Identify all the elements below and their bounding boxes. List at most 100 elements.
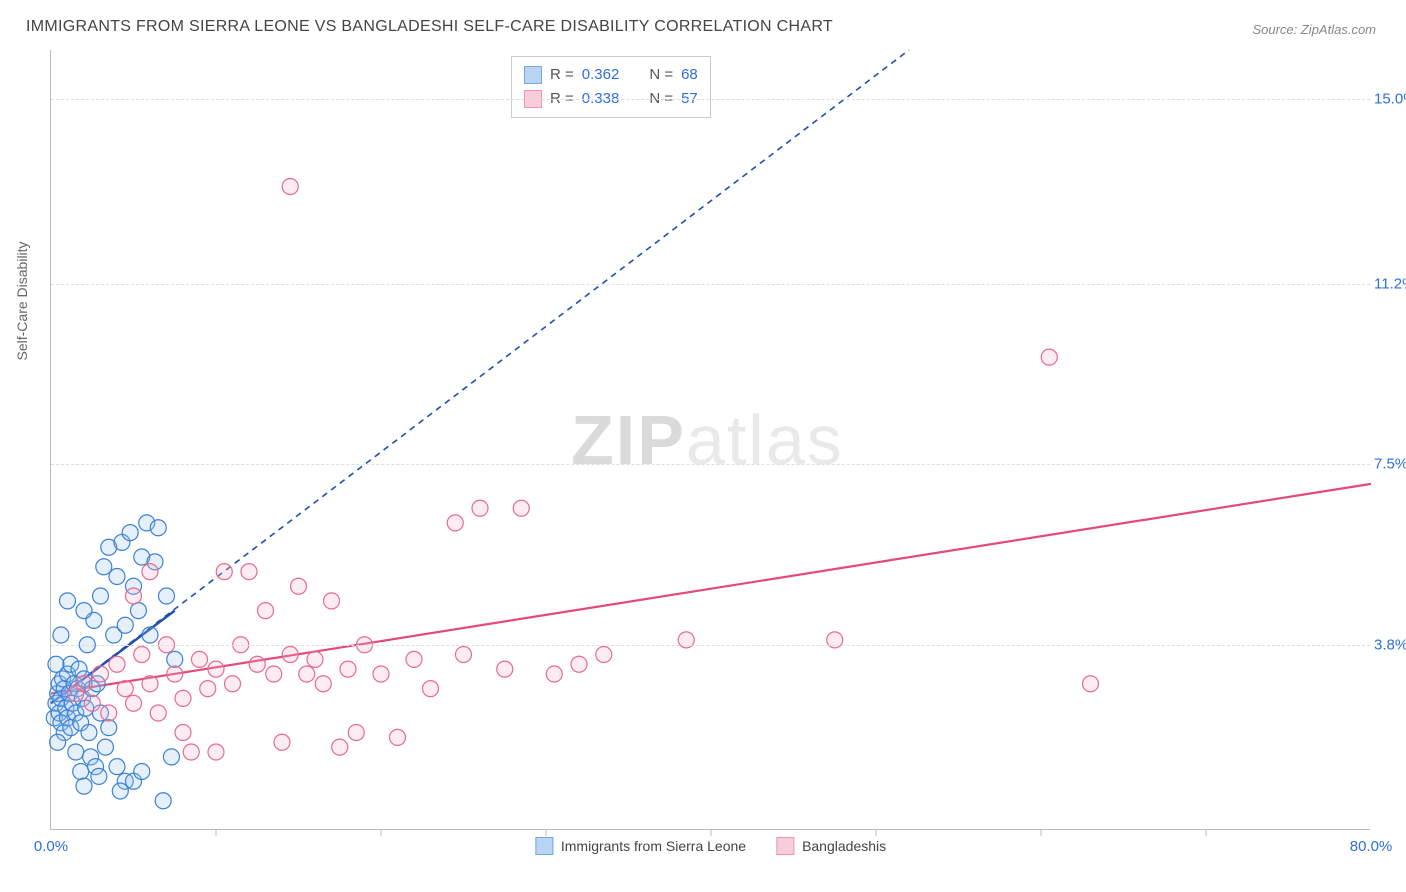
data-point [81,725,97,741]
legend-swatch [535,837,553,855]
data-point [249,656,265,672]
data-point [282,647,298,663]
data-point [84,695,100,711]
legend-series-name: Immigrants from Sierra Leone [561,838,746,854]
data-point [1083,676,1099,692]
data-point [101,720,117,736]
legend-series-name: Bangladeshis [802,838,886,854]
data-point [76,603,92,619]
data-point [447,515,463,531]
data-point [406,651,422,667]
data-point [332,739,348,755]
legend-item: Bangladeshis [776,837,886,855]
data-point [142,564,158,580]
legend-series: Immigrants from Sierra Leone Bangladeshis [535,837,886,855]
data-point [150,705,166,721]
data-point [200,681,216,697]
data-point [497,661,513,677]
data-point [423,681,439,697]
data-point [274,734,290,750]
data-point [340,661,356,677]
data-point [53,627,69,643]
data-point [373,666,389,682]
data-point [97,739,113,755]
legend-r-value: 0.362 [582,63,620,87]
legend-r-label: R = [550,63,574,87]
data-point [299,666,315,682]
x-tick-label: 80.0% [1350,838,1393,855]
data-point [241,564,257,580]
data-point [117,617,133,633]
legend-swatch [524,66,542,84]
gridline-h [51,99,1370,100]
data-point [142,676,158,692]
x-tick-label: 0.0% [34,838,68,855]
data-point [68,744,84,760]
data-point [130,603,146,619]
data-point [167,666,183,682]
data-point [225,676,241,692]
legend-n-value: 68 [681,63,698,87]
chart-title: IMMIGRANTS FROM SIERRA LEONE VS BANGLADE… [26,18,833,36]
data-point [167,651,183,667]
data-point [109,759,125,775]
data-point [513,500,529,516]
data-point [291,578,307,594]
data-point [48,656,64,672]
plot-area: ZIPatlas R = 0.362N = 68R = 0.338N = 57 … [50,50,1370,830]
data-point [208,744,224,760]
data-point [192,651,208,667]
gridline-h [51,284,1370,285]
data-point [76,676,92,692]
data-point [159,588,175,604]
data-point [93,666,109,682]
data-point [150,520,166,536]
data-point [112,783,128,799]
data-point [315,676,331,692]
data-point [117,681,133,697]
data-point [142,627,158,643]
legend-swatch [776,837,794,855]
source-attribution: Source: ZipAtlas.com [1252,22,1376,37]
legend-row: R = 0.362 N = 68 [524,63,698,87]
data-point [109,656,125,672]
data-point [307,651,323,667]
data-point [76,778,92,794]
data-point [109,569,125,585]
data-point [91,768,107,784]
regression-line-dashed [51,50,909,703]
data-point [134,647,150,663]
gridline-h [51,464,1370,465]
data-point [324,593,340,609]
y-tick-label: 3.8% [1374,636,1406,653]
data-point [258,603,274,619]
y-axis-title: Self-Care Disability [14,241,30,360]
y-tick-label: 15.0% [1374,90,1406,107]
data-point [175,725,191,741]
legend-correlation: R = 0.362N = 68R = 0.338N = 57 [511,56,711,118]
scatter-chart [51,50,1370,829]
data-point [134,764,150,780]
data-point [456,647,472,663]
data-point [596,647,612,663]
data-point [183,744,199,760]
legend-n-label: N = [649,63,673,87]
data-point [546,666,562,682]
data-point [96,559,112,575]
data-point [390,729,406,745]
legend-item: Immigrants from Sierra Leone [535,837,746,855]
data-point [282,179,298,195]
data-point [348,725,364,741]
data-point [126,695,142,711]
data-point [216,564,232,580]
data-point [1041,349,1057,365]
data-point [571,656,587,672]
data-point [472,500,488,516]
data-point [73,764,89,780]
data-point [122,525,138,541]
y-tick-label: 11.2% [1374,276,1406,293]
data-point [163,749,179,765]
data-point [126,588,142,604]
data-point [101,705,117,721]
data-point [60,593,76,609]
